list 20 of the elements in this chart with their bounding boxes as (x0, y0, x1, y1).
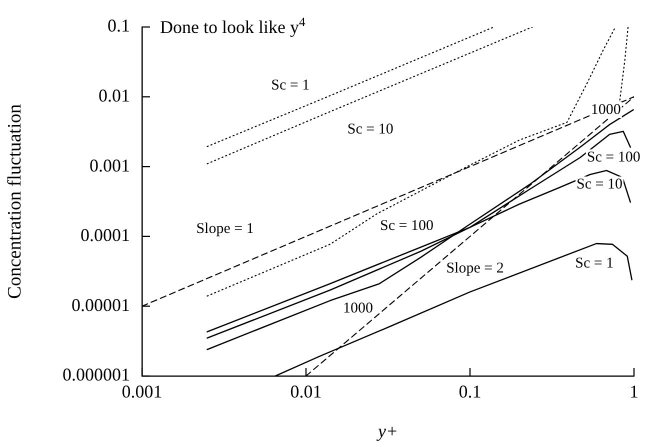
x-tick-label: 1 (630, 382, 638, 402)
series-label: Sc = 1 (575, 255, 614, 272)
y-tick-label: 0.0001 (80, 225, 130, 246)
y-axis-title: Concentration fluctuation (4, 104, 26, 299)
series-label: Sc = 1 (271, 78, 310, 94)
x-axis-title: y+ (376, 420, 398, 441)
series-label: 1000 (342, 300, 373, 317)
y-tick-label: 0.1 (108, 16, 130, 36)
series-label: Sc = 10 (576, 176, 623, 192)
x-tick-label: 0.01 (290, 382, 322, 402)
x-tick-label: 0.1 (458, 382, 482, 402)
y-tick-label: 0.01 (98, 86, 130, 106)
y-tick-label: 0.001 (90, 155, 130, 176)
series-label: Slope = 2 (446, 260, 504, 277)
series-label: Slope = 1 (196, 221, 254, 238)
series-label: 1000 (590, 102, 621, 118)
series-label: Sc = 100 (586, 149, 640, 166)
y-tick-label: 0.00001 (72, 294, 130, 315)
series-label: Sc = 10 (347, 122, 394, 138)
series-label: Sc = 100 (380, 218, 434, 234)
